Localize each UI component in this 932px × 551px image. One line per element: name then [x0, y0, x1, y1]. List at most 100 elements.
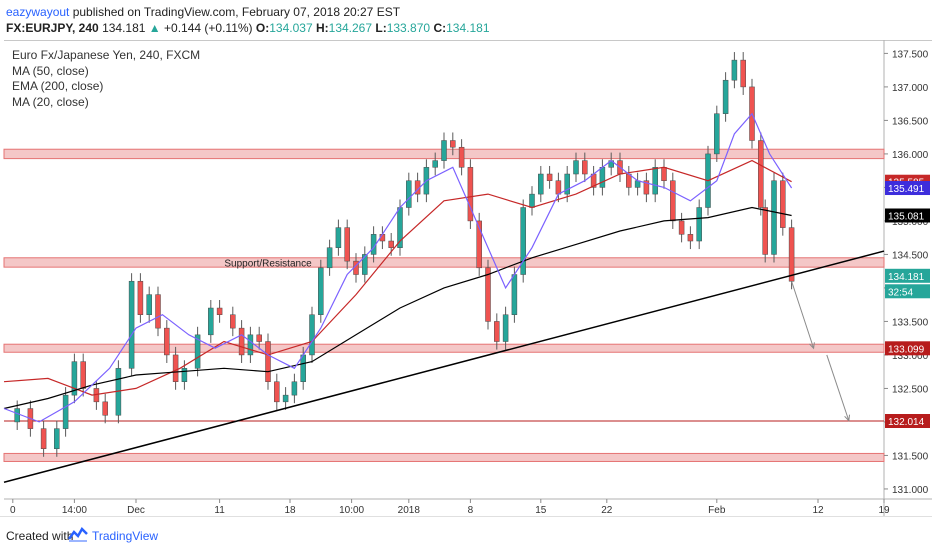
low-value: 133.870	[386, 21, 431, 35]
high-value: 134.267	[328, 21, 373, 35]
candle	[291, 381, 298, 396]
price-label-box	[885, 181, 930, 196]
price-chart[interactable]: Support/Resistance131.000131.500132.0001…	[0, 40, 932, 516]
symbol-label[interactable]: FX:EURJPY, 240	[6, 21, 99, 35]
close-label: C:	[433, 21, 447, 35]
y-tick-label: 131.500	[892, 451, 929, 462]
chart-header: eazywayout published on TradingView.com,…	[0, 0, 932, 40]
candle	[256, 334, 262, 342]
y-tick-label: 133.000	[892, 351, 929, 362]
candle	[362, 254, 368, 275]
annotation-label: Support/Resistance	[224, 258, 312, 269]
price-label-box	[885, 341, 930, 356]
trendline	[3, 250, 885, 483]
candle	[146, 294, 152, 315]
price-label: 135.081	[888, 211, 925, 222]
y-tick-label: 133.500	[892, 317, 929, 328]
candle	[670, 180, 676, 222]
x-tick-label: 8	[468, 505, 474, 516]
candle	[300, 354, 306, 382]
candle	[780, 180, 786, 228]
y-tick-label: 137.500	[892, 49, 929, 60]
chart-area[interactable]: Support/Resistance131.000131.500132.0001…	[0, 40, 932, 516]
legend-item-ema200[interactable]: EMA (200, close)	[12, 79, 104, 93]
price-label-box	[885, 208, 930, 223]
y-tick-label: 137.000	[892, 83, 929, 94]
tradingview-logo-icon[interactable]	[68, 525, 88, 543]
y-tick-label: 136.000	[892, 150, 929, 161]
candle	[62, 394, 69, 429]
last-price: 134.181	[102, 21, 146, 35]
candle	[771, 180, 777, 255]
series-line-0	[3, 159, 792, 396]
candle	[538, 173, 544, 195]
candle	[326, 247, 333, 269]
publish-line: eazywayout published on TradingView.com,…	[6, 5, 400, 19]
x-tick-label: 19	[878, 505, 890, 516]
candle	[137, 280, 144, 315]
x-tick-label: 22	[601, 505, 613, 516]
x-tick-label: 18	[284, 505, 296, 516]
candle	[722, 79, 729, 114]
candle	[265, 341, 271, 382]
tradingview-brand[interactable]: TradingView	[92, 529, 159, 543]
candle	[274, 381, 280, 403]
sr-zone-3	[3, 452, 885, 462]
legend-item-ma50[interactable]: MA (50, close)	[12, 63, 89, 78]
candle	[458, 146, 465, 168]
price-change: +0.144 (+0.11%)	[164, 21, 253, 35]
sr-zone-2	[3, 343, 885, 353]
candle	[335, 227, 342, 248]
candle	[740, 59, 746, 88]
x-tick-label: 12	[812, 505, 824, 516]
y-tick-label: 136.500	[892, 116, 929, 127]
low-label: L:	[375, 21, 387, 35]
candle	[181, 368, 188, 382]
projection-arrow-1	[826, 354, 850, 421]
candle	[80, 361, 86, 389]
candle	[467, 167, 474, 222]
candle	[476, 220, 482, 269]
candle	[555, 180, 562, 195]
candle	[194, 334, 201, 369]
candle	[696, 207, 702, 242]
legend-item-ma20[interactable]: MA (20, close)	[12, 94, 89, 109]
candle	[546, 173, 553, 181]
candle	[388, 240, 394, 248]
candle	[406, 180, 412, 208]
price-label: 135.491	[888, 184, 925, 195]
candle	[164, 327, 170, 356]
close-value: 134.181	[446, 21, 490, 35]
candle	[788, 227, 795, 282]
price-label-box	[885, 284, 930, 299]
x-tick-label: 10:00	[339, 505, 364, 516]
candle	[529, 193, 535, 208]
candle	[155, 294, 161, 329]
candle	[661, 167, 667, 181]
price-label-box	[885, 268, 930, 283]
author-link[interactable]: eazywayout	[6, 5, 70, 19]
high-label: H:	[315, 21, 329, 35]
candle	[582, 160, 588, 175]
price-label: 133.099	[888, 344, 925, 355]
candle	[758, 140, 764, 208]
open-label: O:	[255, 21, 270, 35]
symbol-line: FX:EURJPY, 240 134.181 ▲ +0.144 (+0.11%)…	[6, 21, 490, 35]
candle	[652, 167, 658, 195]
candle	[643, 180, 650, 195]
price-label: 132.014	[888, 417, 925, 428]
x-tick-label: 14:00	[62, 505, 87, 516]
x-tick-label: 2018	[398, 505, 421, 516]
footer: Created with TradingView	[0, 516, 932, 551]
x-tick-label: Dec	[127, 505, 145, 516]
candle	[564, 173, 570, 195]
published-text: published on TradingView.com, February 0…	[69, 5, 401, 19]
candle	[441, 140, 447, 161]
series-line-2	[3, 112, 793, 423]
candle	[494, 321, 500, 342]
candle	[230, 314, 236, 329]
candle	[238, 327, 245, 356]
candle	[344, 227, 350, 262]
candle	[599, 167, 606, 188]
candle	[432, 160, 438, 168]
